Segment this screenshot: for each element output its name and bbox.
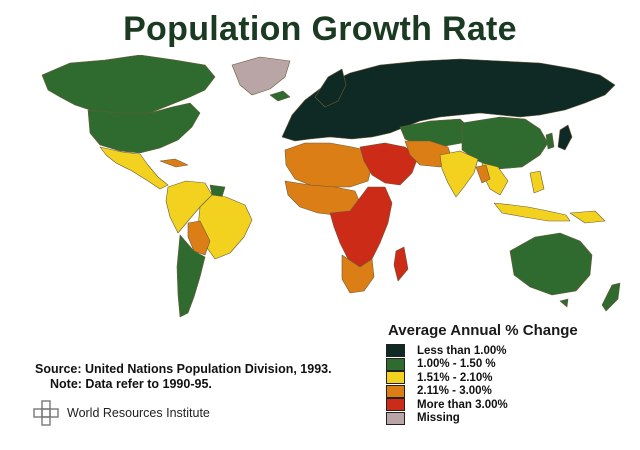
- legend-swatch: [386, 398, 405, 412]
- region-australia: [509, 232, 593, 296]
- legend-swatch: [386, 344, 405, 358]
- region-new-zealand: [601, 282, 621, 312]
- region-papua: [569, 210, 606, 224]
- legend-list: Less than 1.00% 1.00% - 1.50 % 1.51% - 2.1…: [386, 344, 638, 425]
- note-line: Note: Data refer to 1990-95.: [50, 377, 212, 391]
- credit-text: World Resources Institute: [67, 406, 210, 420]
- legend-label: 1.51% - 2.10%: [417, 371, 493, 384]
- legend-swatch: [386, 371, 405, 385]
- legend-item: More than 3.00%: [386, 398, 638, 412]
- source-line: Source: United Nations Population Divisi…: [35, 362, 332, 376]
- region-usa: [87, 102, 201, 154]
- region-scandinavia: [314, 68, 347, 108]
- legend-item: Less than 1.00%: [386, 344, 638, 358]
- legend-swatch: [386, 411, 405, 425]
- region-europe-russia: [281, 58, 616, 142]
- map-title: Population Growth Rate: [123, 10, 517, 48]
- region-caribbean: [159, 158, 189, 168]
- legend: Average Annual % Change Less than 1.00% 1…: [386, 322, 638, 425]
- region-philippines: [529, 170, 545, 194]
- world-map: [0, 55, 640, 330]
- legend-item: 1.00% - 1.50 %: [386, 357, 638, 372]
- region-north-america-north: [41, 55, 216, 116]
- legend-item: Missing: [386, 411, 638, 426]
- source-note: Source: United Nations Population Divisi…: [35, 362, 332, 392]
- legend-swatch: [386, 384, 405, 398]
- region-southern-cone: [176, 234, 206, 318]
- legend-title: Average Annual % Change: [388, 322, 578, 339]
- region-south-america-andes: [165, 180, 213, 234]
- region-japan: [557, 124, 573, 151]
- legend-item: 2.11% - 3.00%: [386, 384, 638, 399]
- credit: World Resources Institute: [33, 400, 210, 426]
- legend-swatch: [386, 357, 405, 371]
- region-north-africa: [284, 142, 373, 188]
- region-mexico-central-america: [99, 146, 169, 190]
- region-madagascar: [393, 246, 409, 282]
- legend-label: 1.00% - 1.50 %: [417, 358, 496, 371]
- region-indochina: [475, 164, 491, 184]
- region-central-east-africa: [329, 186, 393, 268]
- legend-label: More than 3.00%: [417, 398, 508, 411]
- region-bolivia-paraguay: [187, 220, 211, 256]
- region-greenland: [231, 56, 291, 96]
- wri-logo-icon: [33, 400, 59, 426]
- legend-item: 1.51% - 2.10%: [386, 371, 638, 385]
- region-iceland: [269, 90, 291, 102]
- legend-label: Missing: [417, 412, 460, 425]
- region-korea: [545, 132, 555, 150]
- region-middle-east: [359, 142, 419, 186]
- region-india: [439, 150, 479, 198]
- region-southern-africa: [341, 254, 375, 294]
- legend-label: 2.11% - 3.00%: [417, 385, 492, 398]
- region-tasmania: [559, 298, 569, 308]
- region-indonesia: [493, 202, 571, 222]
- legend-label: Less than 1.00%: [417, 344, 507, 357]
